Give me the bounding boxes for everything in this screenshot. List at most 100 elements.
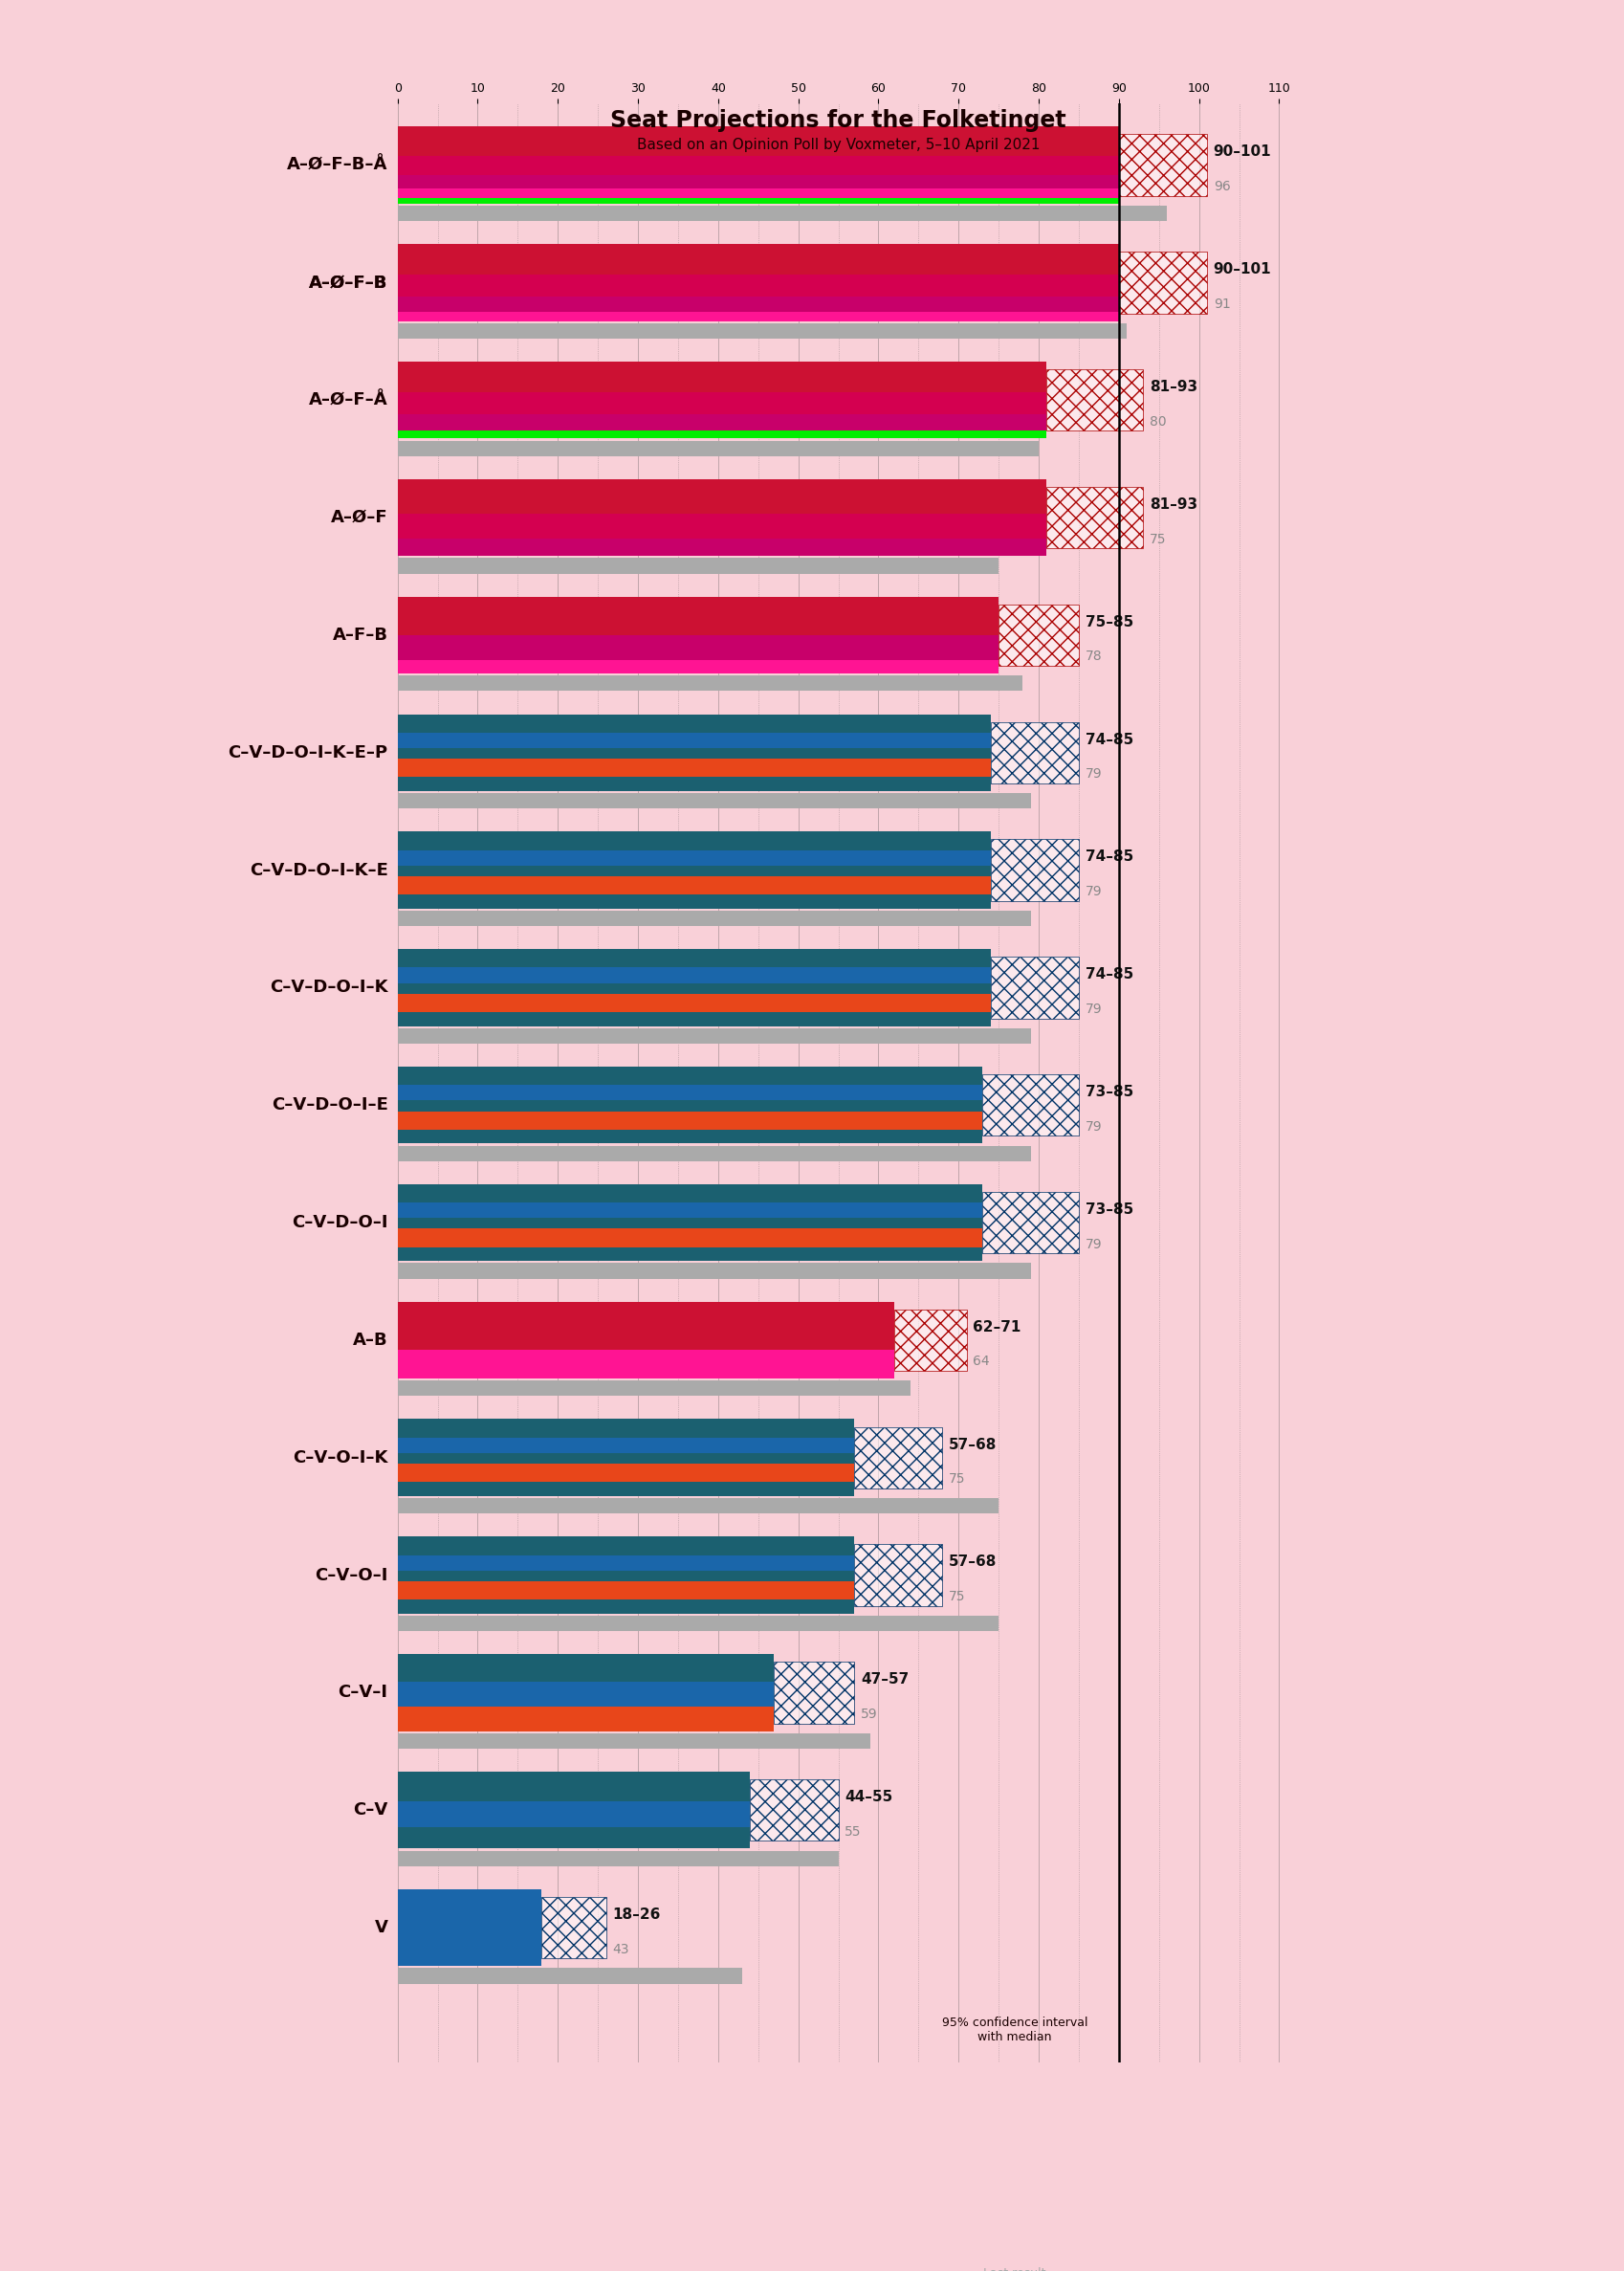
Text: A–Ø–F: A–Ø–F — [331, 509, 388, 527]
Text: Seat Projections for the Folketinget: Seat Projections for the Folketinget — [611, 109, 1065, 132]
Bar — [398, 1801, 750, 1826]
Text: C–V–D–O–I–E: C–V–D–O–I–E — [271, 1097, 388, 1113]
Bar — [398, 995, 991, 1013]
Bar — [398, 441, 1038, 456]
Text: 74–85: 74–85 — [1085, 849, 1132, 865]
Text: A–Ø–F–Å: A–Ø–F–Å — [309, 391, 388, 409]
Bar — [398, 777, 991, 790]
Bar — [999, 604, 1078, 665]
Text: 57–68: 57–68 — [948, 1556, 997, 1569]
Bar — [398, 1129, 983, 1145]
Bar — [398, 1499, 999, 1512]
Bar — [398, 1683, 773, 1706]
Text: A–Ø–F–B: A–Ø–F–B — [309, 275, 388, 291]
Bar — [398, 1733, 870, 1749]
Bar — [398, 895, 991, 908]
Text: 75–85: 75–85 — [1085, 615, 1132, 629]
Bar — [398, 298, 1119, 311]
Bar — [398, 538, 1046, 556]
Bar — [893, 1310, 966, 1372]
Bar — [398, 1419, 854, 1438]
Bar — [991, 840, 1078, 902]
Bar — [541, 1896, 606, 1958]
Bar — [398, 479, 1046, 513]
Bar — [398, 1453, 854, 1465]
Bar — [398, 734, 991, 747]
Text: A–F–B: A–F–B — [333, 627, 388, 643]
Text: 64: 64 — [973, 1356, 989, 1369]
Bar — [398, 1537, 854, 1556]
Text: Last result: Last result — [983, 2266, 1046, 2271]
Text: 79: 79 — [1085, 1002, 1101, 1015]
Bar — [398, 207, 1166, 220]
Bar — [398, 713, 991, 734]
Text: 79: 79 — [1085, 886, 1101, 899]
Bar — [398, 361, 1046, 393]
Bar — [398, 1556, 854, 1572]
Text: C–V–D–O–I: C–V–D–O–I — [292, 1215, 388, 1231]
Text: A–Ø–F–B–Å: A–Ø–F–B–Å — [287, 157, 388, 173]
Text: 55: 55 — [844, 1826, 861, 1837]
Bar — [398, 175, 1119, 188]
Text: 75: 75 — [1148, 531, 1166, 545]
Bar — [398, 1145, 1030, 1160]
Text: V: V — [375, 1919, 388, 1937]
Bar — [398, 1013, 991, 1026]
Bar — [398, 188, 1119, 198]
Bar — [1119, 134, 1207, 195]
Bar — [398, 393, 1046, 413]
Bar — [1046, 370, 1142, 431]
Bar — [398, 559, 999, 575]
Bar — [398, 1483, 854, 1497]
Text: 90–101: 90–101 — [1213, 145, 1270, 159]
Bar — [398, 1653, 773, 1683]
Bar — [398, 677, 1021, 690]
Text: A–Ø–F–B: A–Ø–F–B — [309, 275, 388, 291]
Bar — [750, 1778, 838, 1842]
Bar — [398, 1217, 983, 1229]
Bar — [398, 413, 1046, 431]
Text: 44–55: 44–55 — [844, 1790, 892, 1803]
Bar — [398, 1889, 541, 1967]
Text: C–V–I: C–V–I — [338, 1685, 388, 1701]
Text: 78: 78 — [1085, 650, 1101, 663]
Bar — [398, 659, 999, 674]
Text: 90–101: 90–101 — [1213, 263, 1270, 277]
Bar — [398, 1229, 983, 1247]
Bar — [398, 1615, 999, 1631]
Text: C–V–O–I: C–V–O–I — [315, 1567, 388, 1583]
Bar — [1119, 252, 1207, 313]
Bar — [983, 1074, 1078, 1136]
Bar — [398, 157, 1119, 175]
Text: 74–85: 74–85 — [1085, 731, 1132, 747]
Bar — [398, 1381, 909, 1397]
Bar — [398, 431, 1046, 438]
Bar — [398, 311, 1119, 320]
Text: 95% confidence interval
with median: 95% confidence interval with median — [942, 2017, 1086, 2044]
Bar — [991, 956, 1078, 1017]
Bar — [398, 1771, 750, 1801]
Bar — [398, 793, 1030, 808]
Bar — [398, 1969, 742, 1983]
Bar — [398, 983, 991, 995]
Bar — [991, 722, 1078, 783]
Bar — [854, 1426, 942, 1488]
Bar — [398, 322, 1125, 338]
Text: 96: 96 — [1213, 179, 1229, 193]
Text: A–B: A–B — [352, 1331, 388, 1349]
Bar — [773, 1662, 854, 1724]
Bar — [398, 1438, 854, 1453]
Text: 73–85: 73–85 — [1085, 1086, 1132, 1099]
Text: C–V–D–O–I–K–E: C–V–D–O–I–K–E — [248, 861, 388, 879]
Bar — [398, 877, 991, 895]
Bar — [398, 949, 991, 967]
Bar — [398, 1599, 854, 1612]
Text: 79: 79 — [1085, 1120, 1101, 1133]
Bar — [398, 243, 1119, 275]
Text: 47–57: 47–57 — [861, 1671, 908, 1687]
Bar — [398, 831, 991, 849]
Bar — [398, 759, 991, 777]
Text: 73–85: 73–85 — [1085, 1201, 1132, 1217]
Bar — [398, 1572, 854, 1581]
Bar — [398, 911, 1030, 927]
